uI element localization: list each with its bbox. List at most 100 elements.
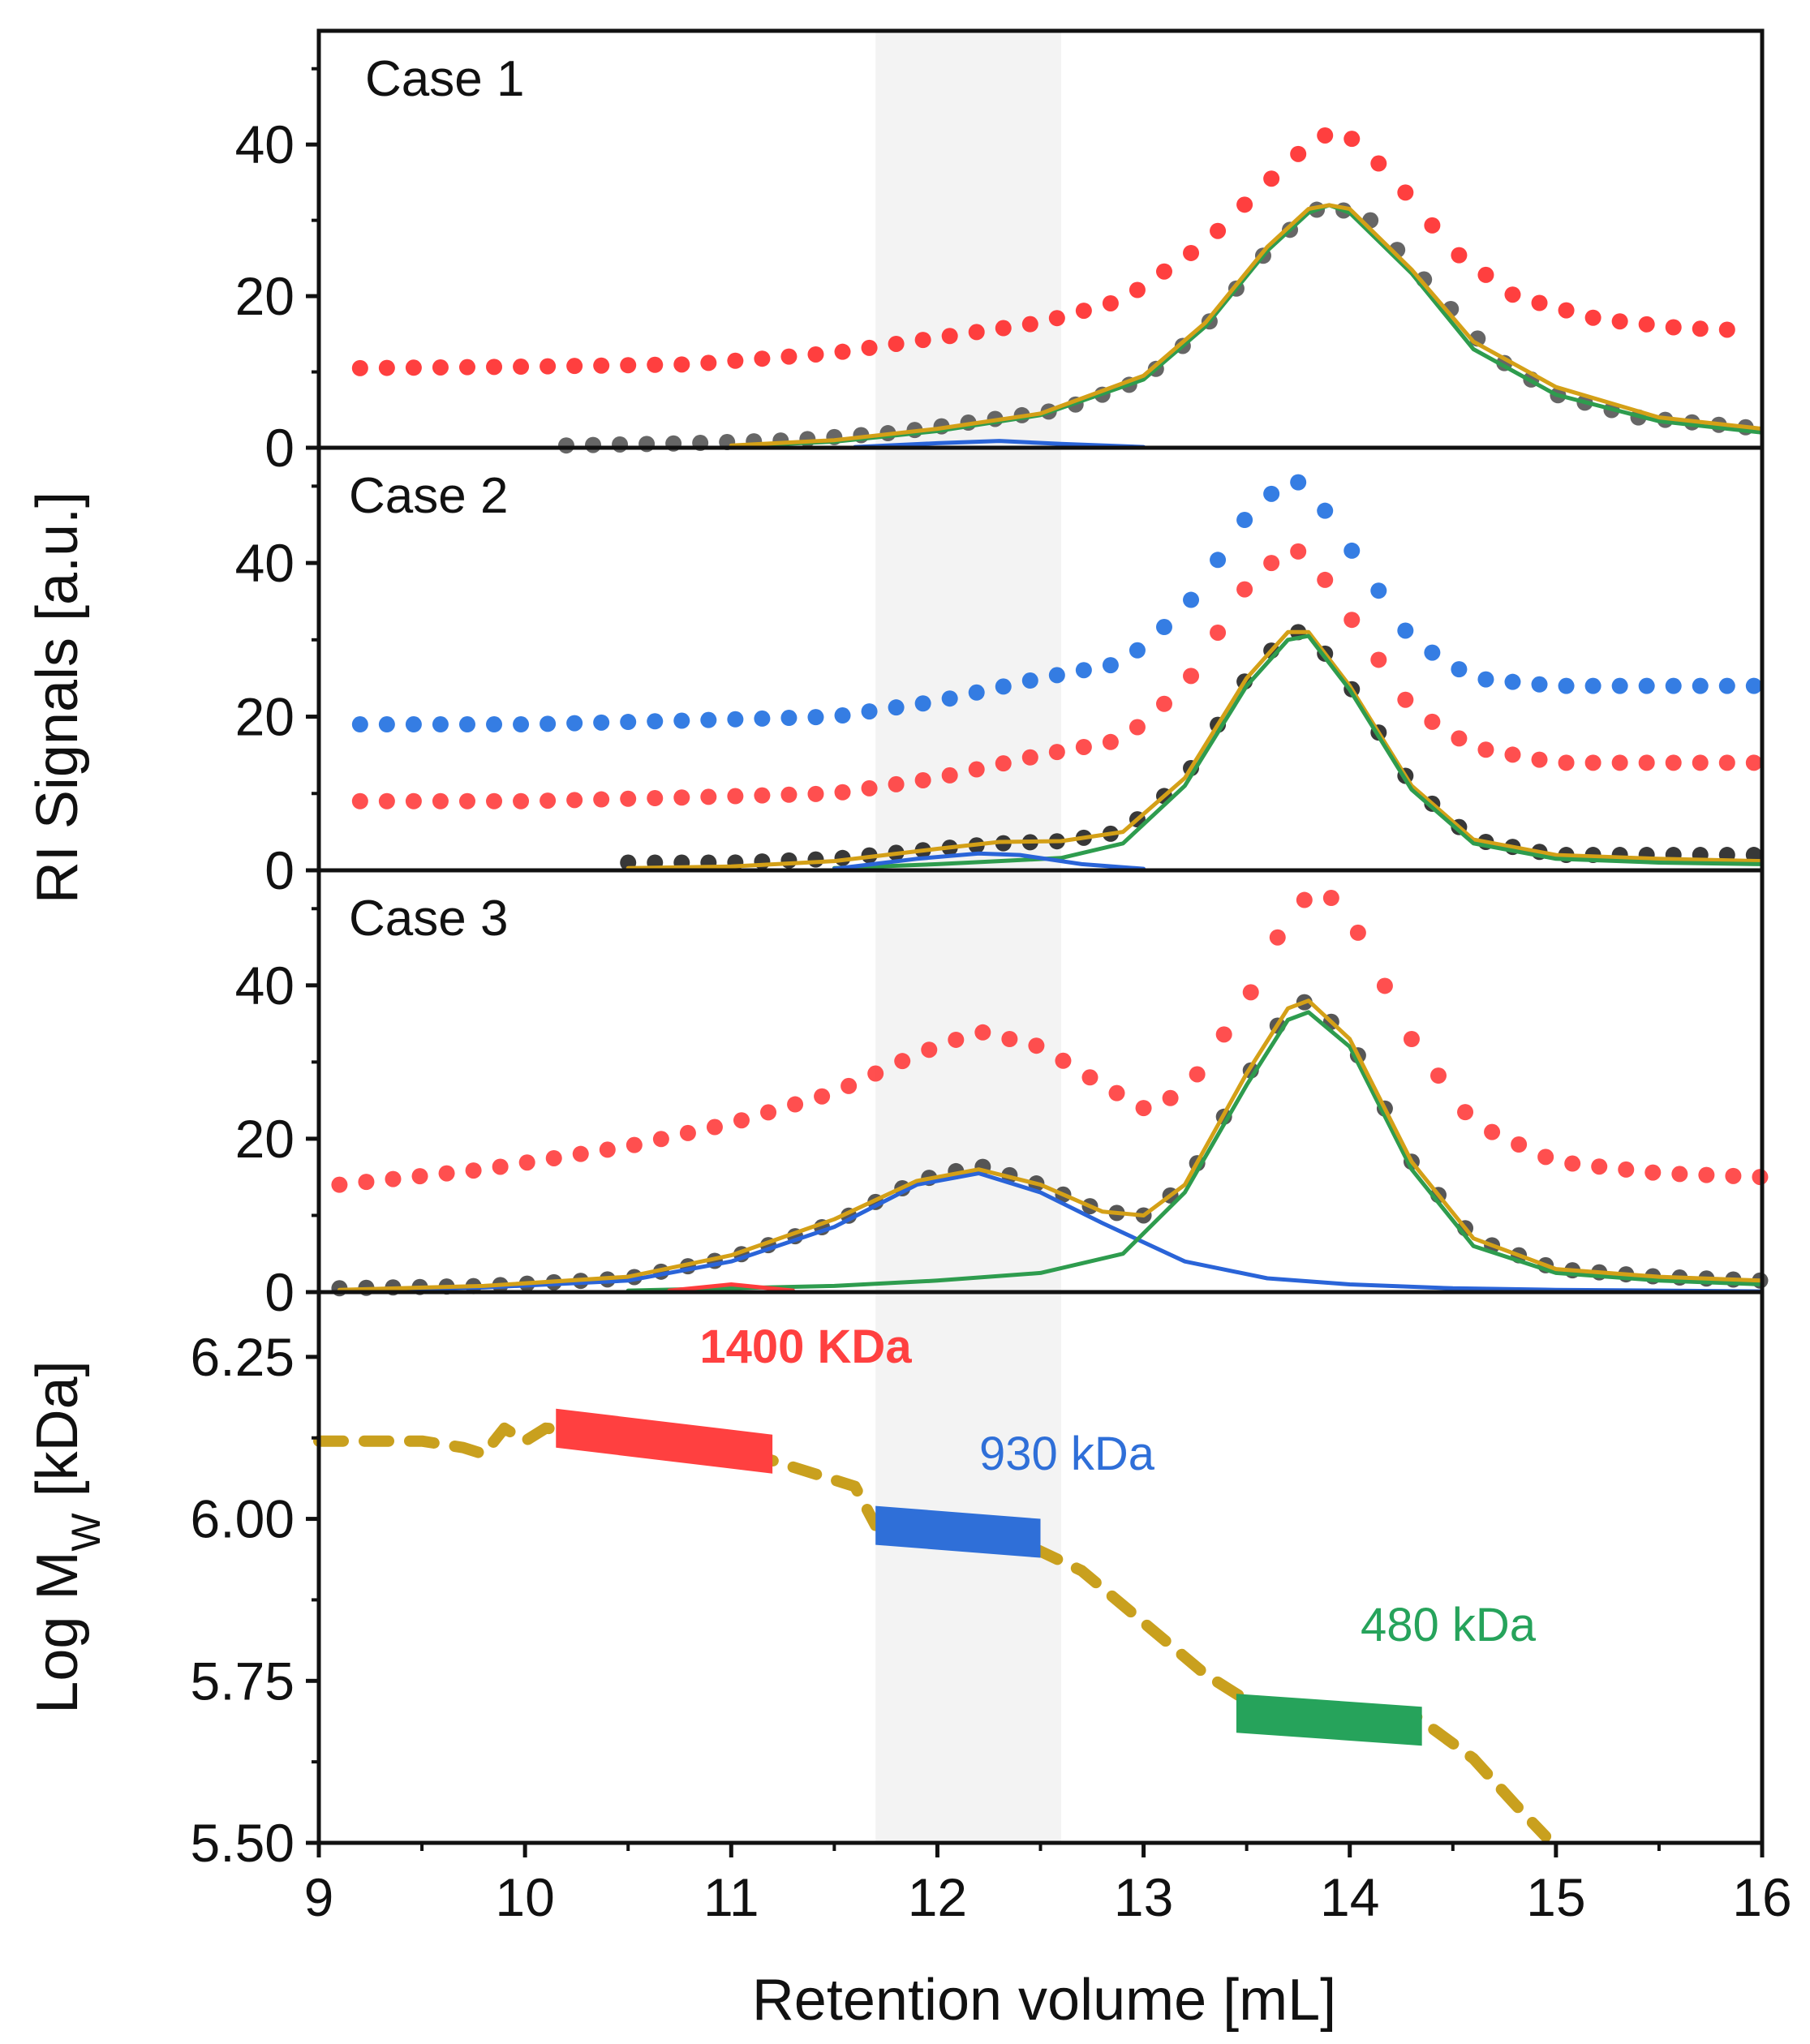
data-point — [1048, 744, 1065, 761]
y-tick-label: 20 — [235, 1109, 295, 1169]
panel-2-series-4 — [626, 629, 1765, 870]
data-point — [1584, 677, 1601, 694]
data-point — [1269, 929, 1286, 946]
data-point — [647, 356, 664, 373]
data-point — [995, 678, 1012, 695]
data-point — [1102, 294, 1119, 311]
data-point — [1370, 155, 1387, 172]
data-point — [1671, 1166, 1688, 1183]
data-point — [673, 712, 690, 729]
data-point — [378, 792, 395, 809]
data-point — [1484, 1123, 1501, 1140]
data-point — [1210, 624, 1227, 641]
mw-band-2 — [875, 1505, 1041, 1558]
data-point — [1611, 754, 1628, 771]
y-tick-label: 40 — [235, 955, 295, 1016]
data-point — [1155, 263, 1172, 280]
data-point — [385, 1170, 402, 1187]
data-point — [814, 1088, 831, 1105]
data-point — [486, 716, 503, 733]
data-point — [888, 699, 905, 716]
data-point — [834, 784, 851, 801]
data-point — [1477, 671, 1494, 688]
data-point — [754, 787, 771, 804]
y-tick-label: 6.25 — [191, 1327, 295, 1387]
case-label-2: Case 2 — [349, 468, 508, 524]
data-point — [405, 792, 422, 809]
data-point — [566, 715, 583, 732]
x-tick-label: 11 — [703, 1867, 759, 1927]
panel-2-series-1 — [351, 474, 1762, 733]
y-tick-label: 5.50 — [191, 1813, 295, 1873]
data-point — [1745, 754, 1762, 771]
data-point — [941, 328, 958, 345]
data-point — [1718, 754, 1735, 771]
x-tick-label: 16 — [1732, 1867, 1791, 1927]
data-point — [1692, 320, 1709, 337]
data-point — [1591, 1158, 1608, 1175]
data-point — [1451, 661, 1468, 678]
y-tick-label: 5.75 — [191, 1651, 295, 1711]
data-point — [968, 324, 985, 341]
data-point — [1021, 672, 1038, 689]
data-point — [1129, 281, 1146, 298]
data-point — [513, 792, 530, 809]
data-point — [921, 1041, 938, 1058]
data-point — [1665, 319, 1682, 336]
panel-2-series-3 — [620, 624, 1762, 871]
data-point — [1665, 754, 1682, 771]
data-point — [1424, 217, 1441, 234]
data-point — [518, 1154, 535, 1171]
data-point — [1537, 1149, 1554, 1166]
data-point — [1451, 247, 1468, 264]
shaded-region — [875, 31, 1061, 1843]
panels: 0 20 40 Case 1 0 20 40 Case 2 0 20 40 Case 3 1400 KD… — [191, 28, 1792, 1927]
y-tick-label: 6.00 — [191, 1489, 295, 1549]
data-point — [647, 713, 664, 730]
data-point — [1397, 622, 1414, 639]
data-point — [652, 1131, 669, 1148]
data-point — [1081, 1069, 1098, 1086]
data-point — [1344, 542, 1361, 559]
data-point — [760, 1104, 777, 1121]
data-point — [378, 359, 395, 376]
mw-label-1: 1400 KDa — [699, 1320, 912, 1373]
y-tick-label: 0 — [264, 840, 295, 900]
mw-band-1 — [556, 1408, 773, 1474]
panel-1-series-1 — [351, 127, 1735, 376]
data-point — [405, 359, 422, 376]
panel-4: 1400 KDa 930 kDa 480 kDa 5.50 5.75 6.00 6.25 9 1… — [191, 1290, 1792, 1927]
data-point — [807, 709, 824, 726]
data-point — [948, 1031, 965, 1048]
data-point — [673, 356, 690, 373]
data-point — [1242, 984, 1259, 1001]
panel-3-series-1 — [331, 890, 1769, 1193]
data-point — [1236, 512, 1253, 529]
data-point — [700, 711, 717, 728]
y-tick-label: 0 — [264, 1262, 295, 1322]
data-point — [458, 792, 475, 809]
data-point — [1349, 924, 1366, 941]
data-point — [700, 354, 717, 371]
mw-band-3 — [1236, 1694, 1422, 1746]
data-point — [1344, 131, 1361, 148]
data-point — [1451, 730, 1468, 747]
data-point — [378, 716, 395, 733]
y-tick-label: 40 — [235, 533, 295, 593]
y-tick-label: 20 — [235, 266, 295, 326]
data-point — [1430, 1067, 1447, 1084]
data-point — [513, 716, 530, 733]
data-point — [1745, 677, 1762, 694]
data-point — [1504, 673, 1521, 690]
data-point — [679, 1124, 696, 1141]
data-point — [1075, 738, 1092, 755]
data-point — [1638, 316, 1655, 333]
data-point — [1638, 677, 1655, 694]
series-line — [832, 851, 1146, 871]
data-point — [465, 1162, 482, 1179]
x-tick-label: 14 — [1320, 1867, 1379, 1927]
data-point — [1236, 581, 1253, 598]
data-point — [1531, 294, 1548, 311]
series-line — [337, 998, 1765, 1292]
